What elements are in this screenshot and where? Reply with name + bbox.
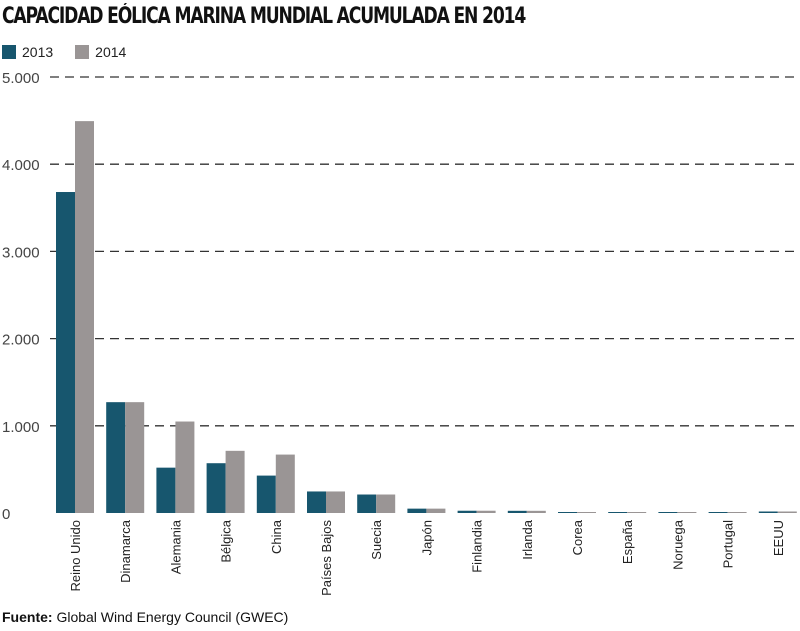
bar-2014 — [125, 402, 145, 513]
bar-2014 — [326, 491, 345, 513]
bar-2014 — [225, 450, 245, 513]
x-tick-label: Reino Unido — [68, 520, 83, 592]
x-tick-label: Portugal — [721, 520, 736, 569]
bar-2014 — [577, 512, 596, 513]
x-tick-label: Dinamarca — [118, 519, 133, 583]
y-tick-label: 1.000 — [2, 419, 40, 436]
bar-2014 — [75, 121, 94, 513]
bar-2014 — [526, 510, 546, 513]
source-text: Global Wind Energy Council (GWEC) — [52, 609, 289, 625]
x-tick-label: Suecia — [369, 519, 384, 560]
bar-2013 — [206, 463, 226, 513]
y-tick-label: 2.000 — [2, 332, 40, 349]
bar-2013 — [407, 508, 427, 513]
x-tick-label: Corea — [570, 519, 585, 555]
x-tick-label: China — [269, 519, 284, 554]
bar-2013 — [457, 510, 477, 513]
legend-label: 2013 — [22, 44, 54, 60]
bar-2013 — [507, 510, 527, 513]
bar-2013 — [106, 402, 126, 513]
bar-2013 — [357, 494, 377, 513]
bar-2013 — [708, 512, 728, 513]
x-tick-label: España — [620, 519, 635, 564]
bar-2013 — [56, 192, 75, 514]
legend-swatch — [2, 45, 16, 59]
bar-2014 — [677, 512, 697, 513]
bar-2013 — [608, 512, 628, 513]
x-tick-label: Irlanda — [520, 519, 535, 560]
bar-2014 — [175, 421, 195, 513]
y-tick-label: 3.000 — [2, 244, 40, 261]
x-tick-label: Japón — [419, 520, 434, 555]
legend-item-2014: 2014 — [75, 44, 126, 60]
bar-2014 — [376, 494, 396, 513]
legend-label: 2014 — [95, 44, 127, 60]
bar-2014 — [727, 512, 747, 513]
x-tick-label: Bélgica — [219, 519, 234, 562]
bar-2013 — [307, 491, 326, 513]
chart-title: CAPACIDAD EÓLICA MARINA MUNDIAL ACUMULAD… — [2, 4, 526, 29]
x-tick-label: Finlandia — [470, 519, 485, 573]
bar-2014 — [777, 511, 797, 513]
y-tick-label: 0 — [2, 506, 10, 523]
bar-2014 — [476, 510, 496, 513]
source-label: Fuente: — [2, 609, 53, 625]
x-tick-label: EEUU — [771, 520, 786, 556]
bar-2014 — [426, 508, 446, 513]
y-tick-label: 4.000 — [2, 157, 40, 174]
bar-2013 — [558, 512, 577, 513]
bar-2013 — [156, 467, 176, 513]
bar-2014 — [627, 512, 647, 513]
x-tick-label: Noruega — [670, 519, 685, 570]
source-note: Fuente: Global Wind Energy Council (GWEC… — [2, 609, 288, 625]
bar-2013 — [758, 511, 778, 513]
y-tick-label: 5.000 — [2, 70, 40, 87]
bar-2014 — [275, 454, 295, 513]
legend: 2013 2014 — [2, 44, 126, 60]
legend-item-2013: 2013 — [2, 44, 53, 60]
bar-2013 — [658, 512, 678, 513]
legend-swatch — [75, 45, 90, 59]
x-tick-label: Países Bajos — [319, 520, 334, 596]
bar-2013 — [256, 475, 276, 513]
x-tick-label: Alemania — [168, 519, 183, 574]
